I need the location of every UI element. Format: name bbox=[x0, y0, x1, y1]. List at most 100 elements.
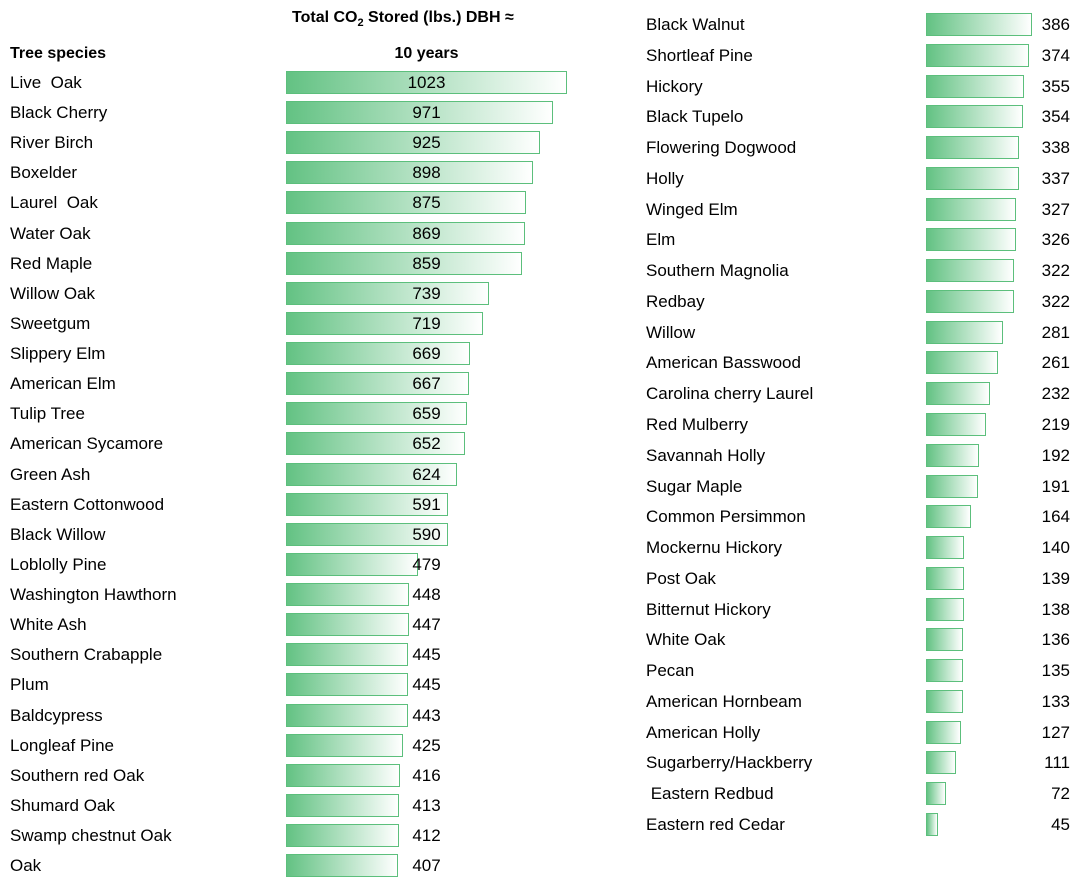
species-name: Pecan bbox=[646, 661, 695, 681]
value-label: 140 bbox=[1041, 538, 1070, 558]
value-label: 413 bbox=[412, 795, 441, 815]
data-bar bbox=[926, 443, 979, 467]
species-name: Sugar Maple bbox=[646, 476, 743, 496]
value-label: 412 bbox=[412, 826, 441, 845]
species-name: Boxelder bbox=[10, 163, 78, 183]
species-name: American Sycamore bbox=[10, 434, 164, 454]
value-label: 192 bbox=[1041, 445, 1070, 465]
species-name: Flowering Dogwood bbox=[646, 138, 797, 158]
species-name: Common Persimmon bbox=[646, 507, 806, 527]
species-name: American Basswood bbox=[646, 353, 801, 373]
species-name: Baldcypress bbox=[10, 705, 103, 725]
species-name: Laurel Oak bbox=[10, 193, 98, 213]
data-bar bbox=[286, 402, 468, 426]
value-label: 72 bbox=[1051, 784, 1070, 804]
species-name: Swamp chestnut Oak bbox=[10, 826, 172, 845]
data-bar bbox=[926, 105, 1024, 129]
species-name: Eastern Redbud bbox=[646, 784, 774, 804]
data-bar bbox=[286, 191, 527, 215]
value-label: 971 bbox=[412, 103, 441, 123]
species-name: Willow bbox=[646, 322, 696, 342]
species-name: Mockernu Hickory bbox=[646, 538, 783, 558]
data-bar bbox=[926, 166, 1019, 190]
species-name: Black Tupelo bbox=[646, 107, 744, 127]
data-bar bbox=[286, 552, 418, 576]
value-label: 219 bbox=[1041, 415, 1070, 434]
species-name: Live Oak bbox=[10, 73, 82, 92]
species-header: Tree species bbox=[10, 45, 107, 62]
value-label: 445 bbox=[412, 675, 441, 695]
data-bar bbox=[286, 101, 553, 125]
value-label: 669 bbox=[412, 344, 441, 364]
data-bar bbox=[286, 824, 400, 847]
value-label: 281 bbox=[1041, 322, 1070, 342]
species-name: Plum bbox=[10, 675, 49, 695]
species-name: Red Maple bbox=[10, 253, 93, 273]
species-name: Elm bbox=[646, 230, 676, 250]
value-label: 869 bbox=[412, 223, 441, 243]
species-name: Shumard Oak bbox=[10, 795, 115, 815]
species-name: American Hornbeam bbox=[646, 691, 802, 711]
value-label: 232 bbox=[1041, 384, 1070, 404]
species-name: Tulip Tree bbox=[10, 404, 85, 424]
value-label: 338 bbox=[1041, 138, 1070, 158]
data-bar bbox=[286, 763, 401, 787]
species-name: Hickory bbox=[646, 76, 703, 96]
data-bar bbox=[286, 432, 466, 456]
species-name: Black Cherry bbox=[10, 103, 108, 123]
data-bar bbox=[926, 536, 965, 560]
species-name: Longleaf Pine bbox=[10, 735, 114, 755]
species-name: Savannah Holly bbox=[646, 445, 766, 465]
data-bar bbox=[286, 733, 403, 757]
value-label: 652 bbox=[412, 434, 441, 454]
value-label: 355 bbox=[1041, 76, 1070, 96]
species-name: Post Oak bbox=[646, 568, 716, 588]
species-name: American Holly bbox=[646, 722, 761, 742]
species-name: Winged Elm bbox=[646, 199, 738, 219]
data-bar bbox=[286, 251, 522, 275]
species-name: Washington Hawthorn bbox=[10, 585, 177, 605]
data-bar bbox=[926, 413, 987, 436]
value-label: 139 bbox=[1041, 568, 1070, 588]
species-name: Carolina cherry Laurel bbox=[646, 384, 814, 404]
data-bar bbox=[286, 522, 449, 546]
data-bar bbox=[926, 13, 1033, 36]
value-label: 386 bbox=[1041, 15, 1070, 34]
value-label: 898 bbox=[412, 163, 441, 183]
species-name: Water Oak bbox=[10, 223, 91, 243]
data-bar bbox=[926, 566, 965, 590]
species-name: Black Willow bbox=[10, 524, 106, 544]
data-bar bbox=[286, 643, 409, 667]
title-part: Total CO bbox=[292, 9, 358, 26]
species-name: Southern Crabapple bbox=[10, 645, 163, 665]
species-name: Loblolly Pine bbox=[10, 554, 107, 574]
value-label: 659 bbox=[412, 404, 441, 424]
data-bar bbox=[926, 289, 1015, 313]
value-label: 448 bbox=[412, 585, 441, 605]
data-bar bbox=[926, 597, 964, 621]
species-name: Red Mulberry bbox=[646, 415, 749, 434]
data-bar bbox=[926, 689, 963, 713]
species-name: Southern Magnolia bbox=[646, 261, 789, 281]
data-bar bbox=[286, 372, 470, 396]
data-bar bbox=[286, 793, 400, 817]
data-bar bbox=[286, 703, 408, 727]
data-bar bbox=[926, 382, 990, 406]
value-label: 416 bbox=[412, 765, 441, 785]
value-label: 591 bbox=[412, 494, 441, 514]
species-name: Black Walnut bbox=[646, 15, 745, 34]
species-name: Eastern red Cedar bbox=[646, 815, 785, 835]
species-name: Slippery Elm bbox=[10, 344, 106, 364]
data-bar bbox=[286, 583, 410, 607]
data-bar bbox=[926, 782, 946, 806]
value-label: 322 bbox=[1041, 261, 1070, 281]
species-name: Willow Oak bbox=[10, 283, 96, 303]
data-bar bbox=[926, 505, 972, 529]
data-bar bbox=[286, 131, 541, 155]
value-label: 133 bbox=[1041, 691, 1070, 711]
title-subscript: 2 bbox=[357, 17, 364, 30]
species-name: Redbay bbox=[646, 291, 705, 311]
value-label: 111 bbox=[1044, 753, 1070, 773]
value-label: 136 bbox=[1041, 630, 1070, 650]
